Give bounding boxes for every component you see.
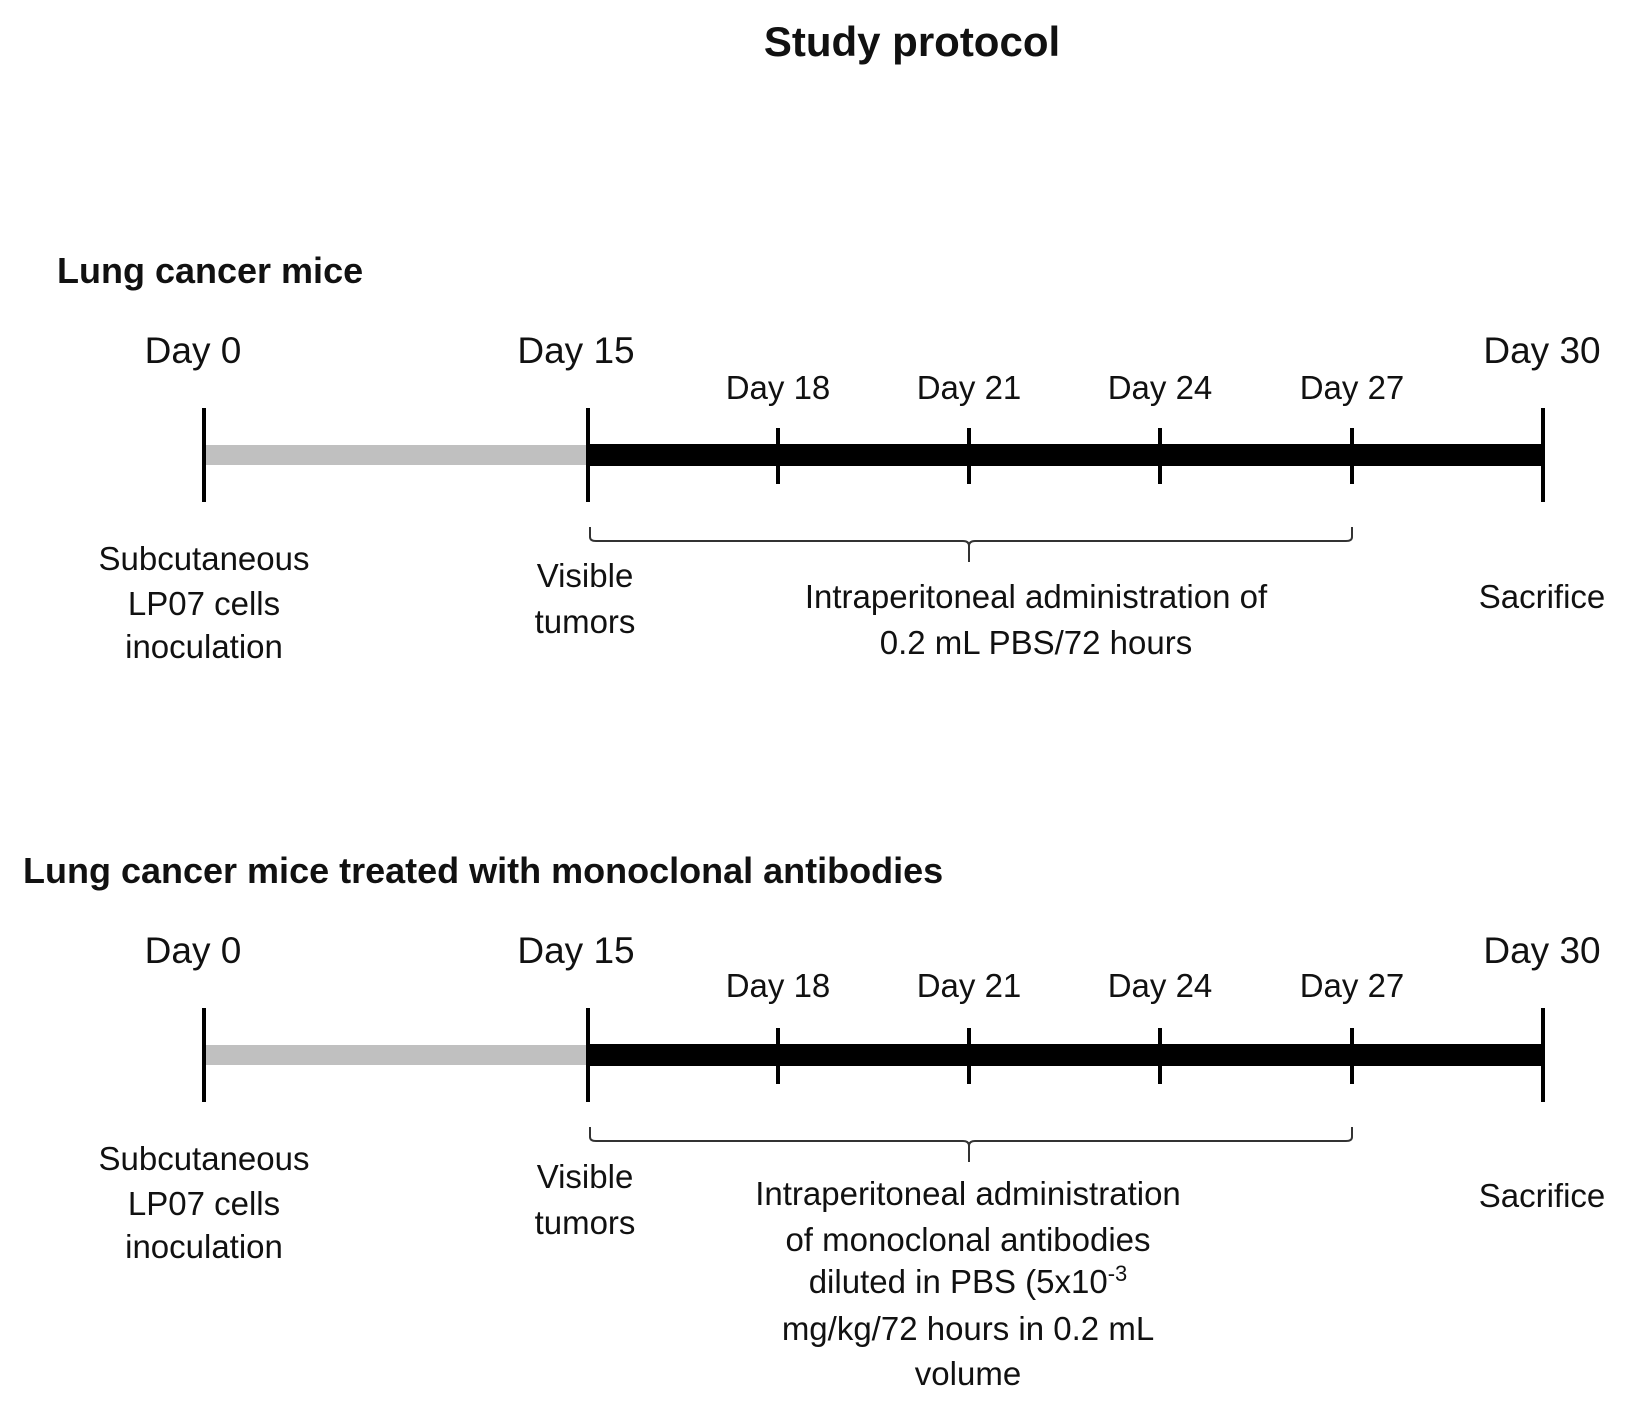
panel-heading: Lung cancer mice treated with monoclonal… <box>23 850 943 891</box>
day-0-label: Day 0 <box>145 930 242 971</box>
treatment-label-line: volume <box>915 1355 1021 1392</box>
treatment-dose-exponent: -3 <box>1108 1261 1128 1286</box>
inoculation-label-line: inoculation <box>125 1228 283 1265</box>
timeline-control: Lung cancer mice Day 0 Day 15 Day 30 Day… <box>57 250 1605 665</box>
visible-tumors-label-line: Visible <box>537 557 634 594</box>
inoculation-label-line: LP07 cells <box>128 1185 280 1222</box>
day-15-label: Day 15 <box>517 330 634 371</box>
day-21-label: Day 21 <box>917 369 1022 406</box>
timeline-antibody-treated: Lung cancer mice treated with monoclonal… <box>23 850 1605 1392</box>
inoculation-label-line: Subcutaneous <box>98 1140 309 1177</box>
day-0-label: Day 0 <box>145 330 242 371</box>
day-18-label: Day 18 <box>726 369 831 406</box>
day-27-label: Day 27 <box>1300 369 1405 406</box>
pre-tumor-bar <box>204 445 588 465</box>
treatment-label-line: mg/kg/72 hours in 0.2 mL <box>782 1310 1154 1347</box>
treatment-dose-text: diluted in PBS (5x10 <box>809 1263 1108 1300</box>
day-30-label: Day 30 <box>1483 330 1600 371</box>
treatment-label-line: Intraperitoneal administration of <box>805 578 1268 615</box>
day-27-label: Day 27 <box>1300 967 1405 1004</box>
treatment-bar <box>588 1044 1543 1066</box>
inoculation-label-line: LP07 cells <box>128 585 280 622</box>
day-18-label: Day 18 <box>726 967 831 1004</box>
sacrifice-label: Sacrifice <box>1479 1177 1606 1214</box>
visible-tumors-label-line: tumors <box>535 1204 636 1241</box>
treatment-label-line: 0.2 mL PBS/72 hours <box>880 624 1192 661</box>
day-30-label: Day 30 <box>1483 930 1600 971</box>
day-24-label: Day 24 <box>1108 369 1213 406</box>
treatment-label-line: of monoclonal antibodies <box>785 1221 1150 1258</box>
treatment-label-line: Intraperitoneal administration <box>755 1175 1181 1212</box>
visible-tumors-label-line: tumors <box>535 603 636 640</box>
day-21-label: Day 21 <box>917 967 1022 1004</box>
inoculation-label-line: Subcutaneous <box>98 540 309 577</box>
treatment-bracket <box>589 1127 1353 1162</box>
treatment-label-line: diluted in PBS (5x10-3 <box>809 1261 1128 1300</box>
sacrifice-label: Sacrifice <box>1479 578 1606 615</box>
panel-heading: Lung cancer mice <box>57 250 363 291</box>
treatment-bracket <box>589 527 1353 562</box>
diagram-title: Study protocol <box>764 18 1060 65</box>
visible-tumors-label-line: Visible <box>537 1158 634 1195</box>
inoculation-label-line: inoculation <box>125 628 283 665</box>
treatment-bar <box>588 444 1543 466</box>
day-24-label: Day 24 <box>1108 967 1213 1004</box>
pre-tumor-bar <box>204 1045 588 1065</box>
day-15-label: Day 15 <box>517 930 634 971</box>
